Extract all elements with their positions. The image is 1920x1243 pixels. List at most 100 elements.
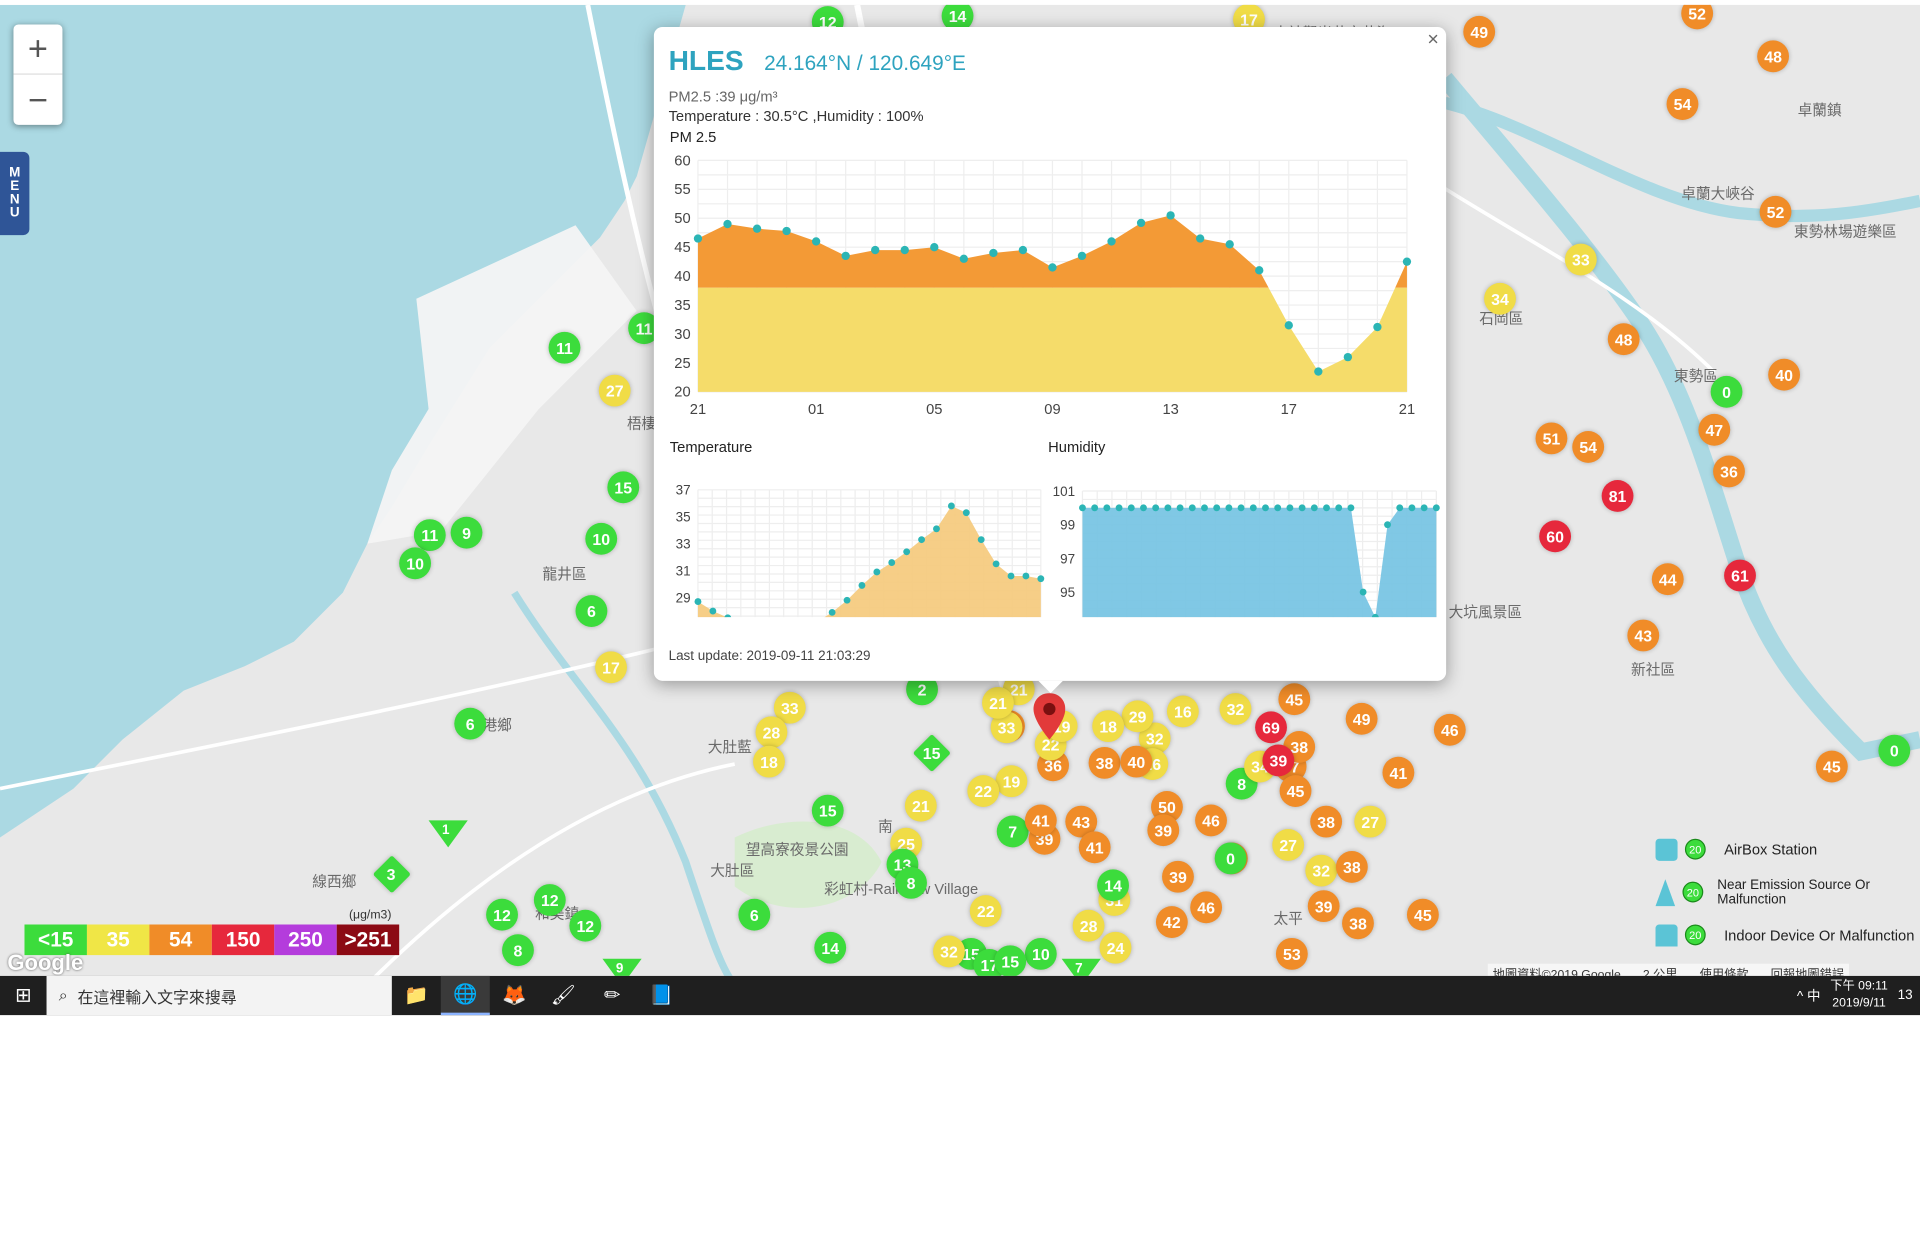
airbox-marker[interactable]: 45: [1406, 898, 1439, 931]
app-icon[interactable]: 🦊: [502, 985, 527, 1007]
file-explorer-icon[interactable]: 📁: [404, 985, 429, 1007]
airbox-marker[interactable]: 54: [1666, 88, 1699, 121]
airbox-marker[interactable]: 38: [1310, 805, 1343, 838]
airbox-marker[interactable]: 53: [1275, 937, 1308, 970]
airbox-marker[interactable]: 6: [454, 707, 487, 740]
airbox-marker[interactable]: 11: [413, 519, 446, 552]
emission-marker[interactable]: 7: [1061, 958, 1101, 976]
airbox-marker[interactable]: 7: [996, 815, 1029, 848]
menu-tab[interactable]: M E N U: [0, 151, 30, 236]
airbox-marker[interactable]: 10: [399, 547, 432, 580]
airbox-marker[interactable]: 44: [1651, 563, 1684, 596]
airbox-marker[interactable]: 46: [1195, 804, 1227, 837]
airbox-marker[interactable]: 41: [1024, 804, 1057, 837]
airbox-marker[interactable]: 8: [502, 934, 534, 967]
airbox-marker[interactable]: 52: [1759, 195, 1792, 228]
airbox-marker[interactable]: 9: [450, 516, 483, 549]
airbox-marker[interactable]: 0: [1214, 842, 1247, 875]
sketch-icon[interactable]: ✏: [604, 985, 621, 1007]
airbox-marker[interactable]: 48: [1607, 323, 1640, 356]
airbox-marker[interactable]: 29: [1121, 700, 1154, 733]
airbox-marker[interactable]: 46: [1433, 713, 1466, 746]
notification-icon[interactable]: 13: [1897, 988, 1913, 1003]
airbox-marker[interactable]: 45: [1279, 775, 1312, 807]
airbox-marker[interactable]: 21: [982, 686, 1014, 719]
map[interactable]: 中社觀光花市花海卓蘭鎮卓蘭大峽谷東勢林場遊樂區東勢區梧棲龍井區大坑風景區新社區大…: [0, 0, 1920, 976]
airbox-marker[interactable]: 22: [967, 775, 1000, 807]
airbox-marker[interactable]: 33: [1564, 243, 1597, 276]
terms-link[interactable]: 使用條款: [1699, 968, 1749, 976]
airbox-marker[interactable]: 51: [1535, 422, 1568, 455]
airbox-marker[interactable]: 28: [755, 716, 788, 749]
airbox-marker[interactable]: 22: [969, 895, 1002, 927]
airbox-marker[interactable]: 28: [1072, 909, 1105, 942]
report-link[interactable]: 回報地圖錯誤: [1770, 968, 1845, 976]
airbox-marker[interactable]: 15: [994, 945, 1027, 976]
zoom-in-button[interactable]: +: [13, 24, 63, 75]
airbox-marker[interactable]: 32: [1305, 854, 1338, 887]
airbox-marker[interactable]: 12: [533, 884, 566, 916]
airbox-marker[interactable]: 45: [1278, 683, 1311, 716]
airbox-marker[interactable]: 10: [585, 522, 618, 555]
airbox-marker[interactable]: 17: [595, 651, 627, 684]
airbox-marker[interactable]: 39: [1262, 744, 1295, 777]
airbox-marker[interactable]: 81: [1601, 480, 1634, 512]
clock[interactable]: 下午 09:11 2019/9/11: [1830, 978, 1888, 1012]
airbox-marker[interactable]: 46: [1190, 891, 1223, 924]
airbox-marker[interactable]: 36: [1713, 455, 1745, 488]
paint-icon[interactable]: 🖌: [550, 985, 576, 1007]
airbox-marker[interactable]: 8: [895, 866, 927, 899]
airbox-marker[interactable]: 0: [1710, 375, 1743, 408]
airbox-marker[interactable]: 15: [811, 794, 844, 827]
airbox-marker[interactable]: 27: [598, 374, 631, 407]
airbox-marker[interactable]: 45: [1815, 750, 1848, 783]
airbox-marker[interactable]: 16: [1166, 695, 1199, 728]
airbox-marker[interactable]: 38: [1335, 851, 1368, 883]
airbox-marker[interactable]: 38: [1342, 907, 1374, 940]
airbox-marker[interactable]: 69: [1255, 711, 1287, 744]
airbox-marker[interactable]: 61: [1724, 559, 1756, 592]
chrome-icon[interactable]: 🌐: [440, 975, 490, 1016]
airbox-marker[interactable]: 24: [1099, 931, 1132, 964]
airbox-marker[interactable]: 27: [1354, 805, 1387, 838]
airbox-marker[interactable]: 48: [1757, 40, 1789, 73]
taskbar-search[interactable]: ⌕ 在這裡輸入文字來搜尋: [46, 975, 392, 1016]
airbox-marker[interactable]: 6: [738, 898, 771, 931]
airbox-marker[interactable]: 21: [904, 789, 937, 822]
airbox-marker[interactable]: 32: [1219, 693, 1252, 725]
start-button[interactable]: ⊞: [15, 985, 32, 1007]
airbox-marker[interactable]: 19: [995, 765, 1028, 798]
airbox-marker[interactable]: 43: [1627, 619, 1660, 652]
airbox-marker[interactable]: 18: [753, 745, 785, 778]
airbox-marker[interactable]: 43: [1065, 805, 1098, 838]
airbox-marker[interactable]: 11: [548, 331, 581, 364]
emission-marker[interactable]: 1: [428, 820, 468, 848]
airbox-marker[interactable]: 34: [1484, 282, 1516, 315]
airbox-marker[interactable]: 12: [569, 909, 602, 942]
airbox-marker[interactable]: 18: [1092, 710, 1125, 743]
airbox-marker[interactable]: 40: [1768, 358, 1801, 391]
notebook-icon[interactable]: 📘: [649, 985, 674, 1007]
airbox-marker[interactable]: 39: [1162, 860, 1194, 893]
airbox-marker[interactable]: 32: [933, 935, 965, 968]
airbox-marker[interactable]: 54: [1572, 431, 1605, 463]
zoom-out-button[interactable]: −: [27, 80, 48, 119]
emission-marker[interactable]: 9: [602, 958, 642, 976]
airbox-marker[interactable]: 15: [607, 471, 640, 504]
close-button[interactable]: ×: [1427, 29, 1439, 51]
tray-icons[interactable]: ^ 中: [1796, 989, 1821, 1005]
airbox-marker[interactable]: 47: [1698, 413, 1731, 446]
airbox-marker[interactable]: 6: [575, 595, 608, 627]
airbox-marker[interactable]: 52: [1681, 4, 1714, 30]
airbox-marker[interactable]: 60: [1539, 520, 1572, 553]
airbox-marker[interactable]: 14: [1097, 869, 1129, 902]
airbox-marker[interactable]: 41: [1078, 831, 1111, 864]
location-pin-icon[interactable]: [1033, 693, 1066, 740]
airbox-marker[interactable]: 0: [1878, 734, 1911, 767]
airbox-marker[interactable]: 12: [486, 898, 518, 931]
airbox-marker[interactable]: 10: [1024, 937, 1057, 970]
airbox-marker[interactable]: 39: [1147, 814, 1180, 847]
airbox-marker[interactable]: 41: [1382, 756, 1415, 789]
airbox-marker[interactable]: 40: [1120, 745, 1153, 778]
airbox-marker[interactable]: 14: [814, 931, 847, 964]
